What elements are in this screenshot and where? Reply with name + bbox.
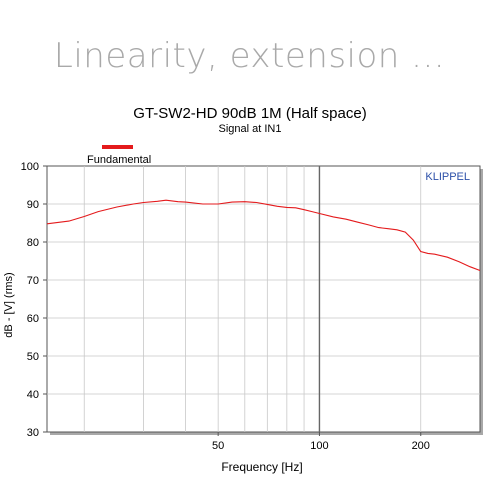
y-tick-label: 100 bbox=[21, 161, 39, 173]
x-tick-label: 200 bbox=[412, 440, 430, 452]
y-tick-label: 50 bbox=[27, 351, 39, 363]
x-tick-label: 100 bbox=[310, 440, 328, 452]
y-tick-label: 70 bbox=[27, 275, 39, 287]
plot-area bbox=[46, 165, 481, 433]
x-axis-label: Frequency [Hz] bbox=[221, 460, 302, 474]
y-tick-label: 80 bbox=[27, 237, 39, 249]
legend-label: Fundamental bbox=[87, 154, 151, 166]
axis-ticks: 30 40 50 60 70 80 90 100 50 100 200 bbox=[21, 161, 430, 452]
chart-subtitle: Signal at IN1 bbox=[219, 123, 282, 135]
watermark-label: KLIPPEL bbox=[425, 171, 470, 183]
fundamental-curve bbox=[46, 199, 481, 272]
y-tick-label: 40 bbox=[27, 389, 39, 401]
y-tick-label: 30 bbox=[27, 427, 39, 439]
chart-title: GT-SW2-HD 90dB 1M (Half space) bbox=[133, 105, 366, 122]
x-tick-label: 50 bbox=[212, 440, 224, 452]
y-tick-label: 60 bbox=[27, 313, 39, 325]
slide-title: Linearity, extension ... bbox=[53, 36, 446, 76]
y-axis-label: dB - [V] (rms) bbox=[3, 272, 15, 337]
y-tick-label: 90 bbox=[27, 199, 39, 211]
